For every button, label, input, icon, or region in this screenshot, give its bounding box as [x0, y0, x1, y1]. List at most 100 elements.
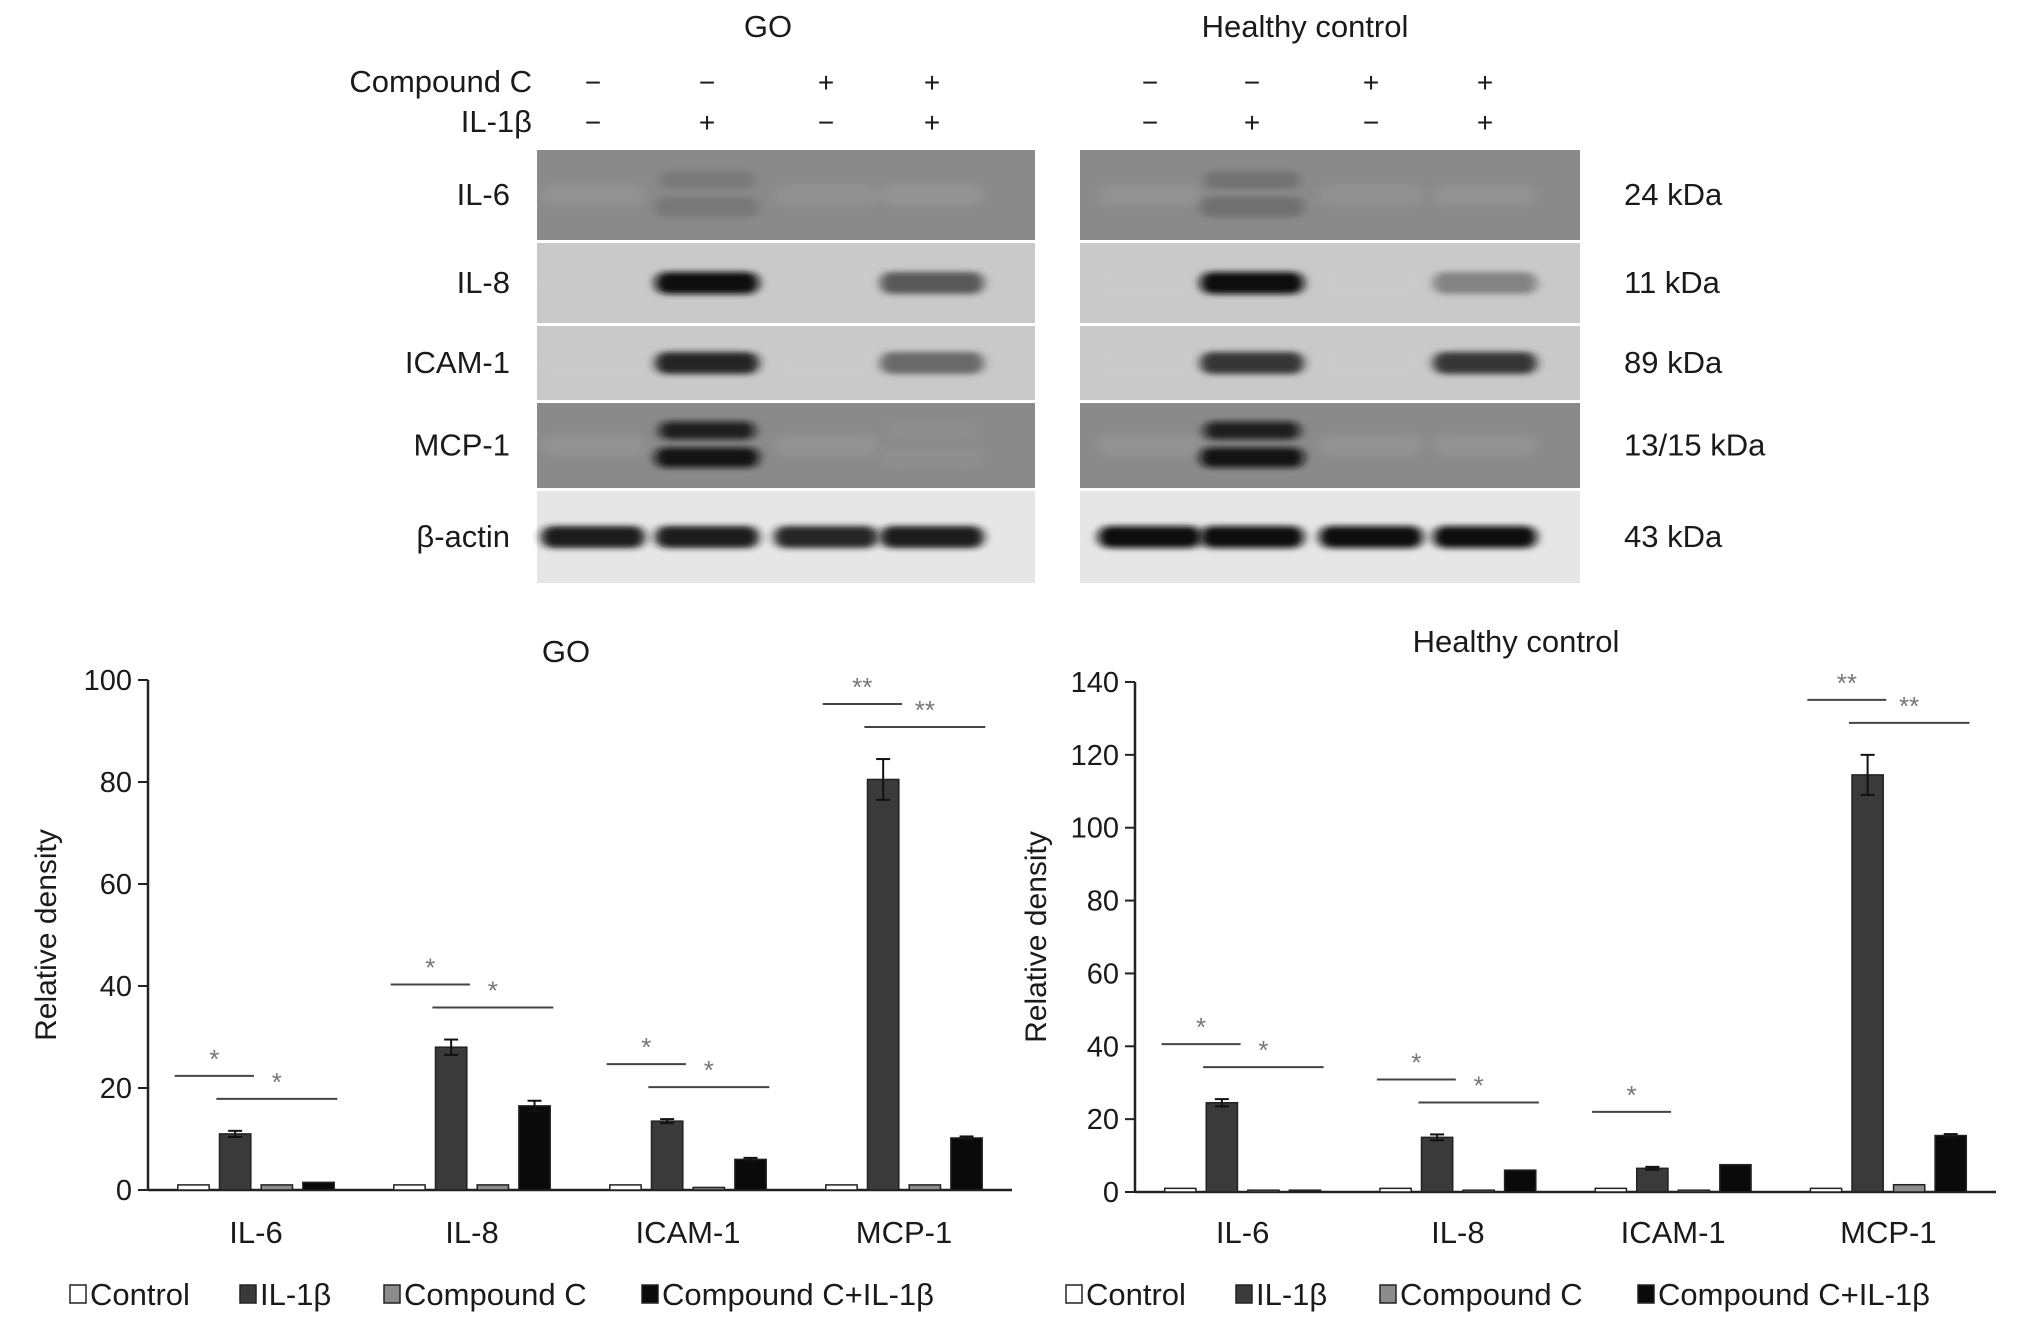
bar — [825, 1184, 858, 1191]
legend-swatch — [1379, 1284, 1397, 1304]
protein-band — [880, 272, 984, 294]
protein-band — [880, 184, 984, 206]
protein-band — [655, 352, 759, 374]
bar — [393, 1184, 426, 1191]
il1b-sign: + — [1244, 107, 1260, 138]
significance-marker: ** — [1899, 691, 1919, 721]
bar — [1594, 1187, 1628, 1193]
x-category-label: IL-8 — [1431, 1215, 1484, 1250]
significance-marker: * — [488, 976, 498, 1006]
protein-band — [541, 434, 645, 457]
molecular-weight-label: 89 kDa — [1624, 345, 1723, 380]
y-tick-label: 100 — [84, 665, 132, 697]
protein-band — [1319, 352, 1423, 374]
significance-marker: * — [1627, 1080, 1637, 1110]
legend-label: IL-1β — [260, 1277, 331, 1312]
bar — [950, 1137, 983, 1191]
protein-band — [1098, 184, 1202, 206]
bar — [1163, 1187, 1197, 1193]
x-category-label: IL-6 — [1216, 1215, 1269, 1250]
significance-marker: * — [425, 953, 435, 983]
bar — [518, 1105, 551, 1191]
chart-title: GO — [542, 634, 590, 669]
bar — [1851, 774, 1884, 1193]
significance-marker: * — [1411, 1047, 1421, 1077]
bar — [1247, 1189, 1280, 1193]
compound-c-sign: − — [1142, 67, 1158, 98]
protein-band-lower — [1200, 197, 1304, 217]
protein-band — [774, 184, 878, 206]
bar — [1205, 1102, 1239, 1193]
legend-swatch — [69, 1284, 87, 1304]
protein-band-upper — [659, 421, 755, 440]
compound-c-sign: + — [1363, 67, 1379, 98]
significance-marker: ** — [915, 695, 935, 725]
y-tick-label: 40 — [1087, 1031, 1119, 1063]
protein-band-lower — [655, 197, 759, 217]
y-axis-label: Relative density — [1020, 831, 1053, 1043]
protein-band — [1098, 526, 1202, 548]
protein-band — [1433, 434, 1537, 457]
significance-marker: ** — [852, 672, 872, 702]
protein-band — [1200, 272, 1304, 294]
blot-panel-title: GO — [744, 9, 792, 44]
y-tick-label: 20 — [100, 1073, 132, 1105]
protein-band-lower — [655, 447, 759, 468]
x-category-label: MCP-1 — [856, 1215, 952, 1250]
blot-panel-title: Healthy control — [1202, 9, 1409, 44]
bar — [1462, 1189, 1496, 1193]
bar — [734, 1158, 767, 1191]
protein-band — [1433, 272, 1537, 294]
il1b-sign: − — [585, 107, 601, 138]
protein-band — [1200, 526, 1304, 548]
bar — [218, 1133, 252, 1191]
bar — [302, 1181, 335, 1191]
protein-label: MCP-1 — [414, 428, 510, 463]
protein-band-upper — [1204, 171, 1300, 189]
compound-c-sign: − — [699, 67, 715, 98]
protein-band — [1200, 352, 1304, 374]
x-category-label: MCP-1 — [1840, 1215, 1936, 1250]
legend-label: Control — [1086, 1277, 1186, 1312]
protein-band — [1319, 526, 1423, 548]
il1b-sign: + — [1477, 107, 1493, 138]
protein-band — [774, 526, 878, 548]
protein-band — [1433, 184, 1537, 206]
bar — [609, 1184, 642, 1191]
compound-c-sign: + — [924, 67, 940, 98]
bar — [1503, 1169, 1537, 1193]
protein-band — [1098, 272, 1202, 294]
bar — [1379, 1187, 1412, 1193]
significance-marker: * — [704, 1055, 714, 1085]
x-category-label: IL-8 — [445, 1215, 498, 1250]
legend-label: Compound C — [404, 1277, 587, 1312]
il1b-sign: − — [1363, 107, 1379, 138]
legend-label: Compound C+IL-1β — [1658, 1277, 1930, 1312]
bar-charts: GO Relative density 0 20 40 60 80 100 IL-6 IL-8 IC… — [30, 624, 1996, 1312]
legend-label: Compound C — [1400, 1277, 1583, 1312]
compound-c-sign: + — [1477, 67, 1493, 98]
protein-band — [774, 352, 878, 374]
protein-band — [655, 526, 759, 548]
compound-c-sign: + — [818, 67, 834, 98]
protein-band — [774, 272, 878, 294]
protein-band-lower — [880, 447, 984, 468]
protein-band-upper — [1204, 421, 1300, 440]
y-axis-label: Relative density — [30, 829, 63, 1041]
protein-band — [1319, 184, 1423, 206]
bar-chart-panel: GO Relative density 0 20 40 60 80 100 IL-6 IL-8 IC… — [30, 634, 1012, 1312]
protein-band-upper — [659, 171, 755, 189]
protein-band — [1433, 352, 1537, 374]
bar — [692, 1186, 726, 1191]
y-tick-label: 20 — [1087, 1104, 1119, 1136]
bar — [650, 1120, 684, 1191]
molecular-weight-label: 43 kDa — [1624, 519, 1723, 554]
significance-marker: * — [641, 1032, 651, 1062]
y-tick-label: 40 — [100, 971, 132, 1003]
bar — [434, 1046, 468, 1191]
bar — [1288, 1189, 1322, 1193]
protein-label: β-actin — [416, 519, 510, 554]
legend-swatch — [1235, 1284, 1253, 1304]
legend-swatch — [641, 1284, 659, 1304]
